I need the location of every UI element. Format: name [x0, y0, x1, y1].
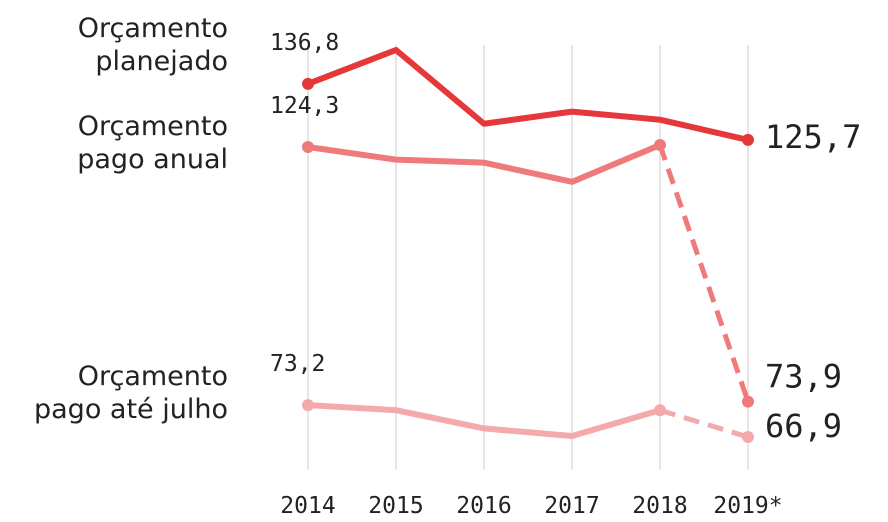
x-tick-label: 2015: [368, 493, 423, 519]
point: [654, 138, 666, 151]
series-line: [307, 402, 661, 439]
point: [302, 77, 314, 90]
point: [302, 141, 314, 154]
x-tick-label: 2018: [632, 493, 687, 519]
point: [654, 404, 666, 417]
value-label: 136,8: [270, 30, 339, 56]
point: [302, 399, 314, 412]
value-label: 73,9: [765, 358, 842, 396]
point: [742, 133, 754, 146]
series-line: [306, 47, 749, 143]
value-label: 73,2: [270, 351, 325, 377]
x-tick-label: 2016: [456, 493, 511, 519]
series-line: [307, 142, 662, 185]
x-tick-label: 2014: [280, 493, 335, 519]
series-label: Orçamento pago até julho: [34, 361, 228, 425]
dashed-segment: [659, 407, 749, 440]
dashed-segment: [657, 144, 751, 403]
value-label: 124,3: [270, 93, 339, 119]
x-tick-label: 2017: [544, 493, 599, 519]
x-tick-label: 2019*: [713, 493, 782, 519]
series-label: Orçamento planejado: [77, 13, 228, 77]
point: [742, 395, 754, 408]
point: [742, 431, 754, 443]
series-label: Orçamento pago anual: [77, 111, 228, 175]
value-label: 125,7: [765, 118, 861, 156]
value-label: 66,9: [765, 407, 842, 445]
